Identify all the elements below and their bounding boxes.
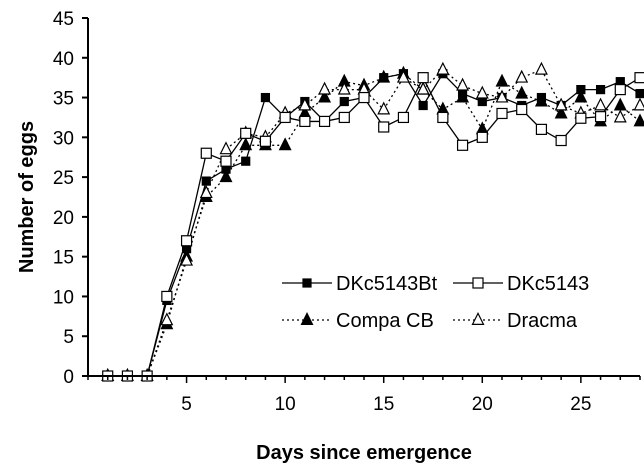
legend-item-0: DKc5143Bt: [282, 273, 438, 295]
data-point: [182, 236, 192, 246]
data-point: [419, 102, 427, 110]
data-point: [615, 99, 626, 110]
data-point: [636, 90, 644, 98]
data-point: [240, 139, 251, 150]
data-point: [517, 104, 527, 114]
y-tick-label: 35: [53, 89, 74, 110]
data-point: [635, 115, 644, 126]
data-point: [241, 128, 251, 138]
y-tick-label: 30: [53, 128, 74, 149]
data-point: [595, 99, 606, 110]
data-point: [221, 156, 231, 166]
data-point: [458, 140, 468, 150]
legend-item-1: DKc5143: [453, 273, 589, 295]
data-point: [576, 113, 586, 123]
data-point: [615, 85, 625, 95]
data-point: [261, 94, 269, 102]
data-point: [280, 139, 291, 150]
data-point: [597, 86, 605, 94]
data-point: [418, 73, 428, 83]
data-point: [260, 136, 270, 146]
data-point: [378, 103, 389, 114]
data-point: [340, 98, 348, 106]
plot-area: [102, 63, 644, 381]
data-point: [536, 63, 547, 74]
y-tick-label: 0: [63, 367, 74, 388]
y-tick-label: 20: [53, 208, 74, 229]
data-point: [459, 90, 467, 98]
data-point: [437, 63, 448, 74]
legend-marker: [302, 313, 313, 324]
y-tick-label: 5: [63, 327, 74, 348]
legend-item-2: Compa CB: [282, 310, 434, 332]
y-tick-label: 45: [53, 9, 74, 30]
data-point: [635, 73, 644, 83]
data-point: [478, 98, 486, 106]
data-point: [596, 112, 606, 122]
data-point: [497, 108, 507, 118]
data-point: [497, 75, 508, 86]
legend-label: Dracma: [507, 310, 578, 332]
x-tick-label: 10: [275, 394, 296, 415]
data-point: [201, 148, 211, 158]
y-tick-label: 25: [53, 168, 74, 189]
data-point: [516, 71, 527, 82]
data-point: [202, 177, 210, 185]
legend-label: DKc5143: [507, 273, 589, 295]
legend: DKc5143Bt DKc5143 Compa CB Dracma: [282, 273, 589, 332]
data-point: [516, 87, 527, 98]
data-point: [457, 79, 468, 90]
y-tick-label: 40: [53, 49, 74, 70]
legend-marker: [473, 313, 484, 324]
y-tick-label: 10: [53, 287, 74, 308]
legend-marker: [473, 278, 483, 288]
series-markers-1: [103, 73, 644, 381]
x-tick-label: 25: [570, 394, 591, 415]
legend-item-3: Dracma: [453, 310, 578, 332]
data-point: [380, 74, 388, 82]
data-point: [319, 83, 330, 94]
data-point: [556, 136, 566, 146]
data-point: [438, 112, 448, 122]
data-point: [300, 116, 310, 126]
legend-marker: [303, 279, 311, 287]
series-markers-2: [102, 67, 644, 380]
data-point: [242, 157, 250, 165]
data-point: [339, 112, 349, 122]
axes: Days since emergence Number of eggs 0 5 10…: [16, 9, 640, 464]
data-point: [359, 93, 369, 103]
data-point: [162, 291, 172, 301]
data-point: [201, 186, 212, 197]
data-point: [577, 86, 585, 94]
data-point: [221, 143, 232, 154]
y-axis-title: Number of eggs: [16, 121, 38, 273]
x-axis-title: Days since emergence: [256, 442, 472, 464]
x-tick-label: 5: [181, 394, 192, 415]
data-point: [615, 111, 626, 122]
data-point: [537, 94, 545, 102]
data-point: [536, 124, 546, 134]
data-point: [635, 99, 644, 110]
legend-label: Compa CB: [336, 310, 434, 332]
y-tick-label: 15: [53, 248, 74, 269]
legend-label: DKc5143Bt: [336, 273, 438, 295]
data-point: [379, 122, 389, 132]
x-tick-label: 15: [373, 394, 394, 415]
data-point: [280, 112, 290, 122]
data-point: [477, 132, 487, 142]
x-tick-label: 20: [472, 394, 493, 415]
data-point: [398, 112, 408, 122]
data-point: [320, 116, 330, 126]
